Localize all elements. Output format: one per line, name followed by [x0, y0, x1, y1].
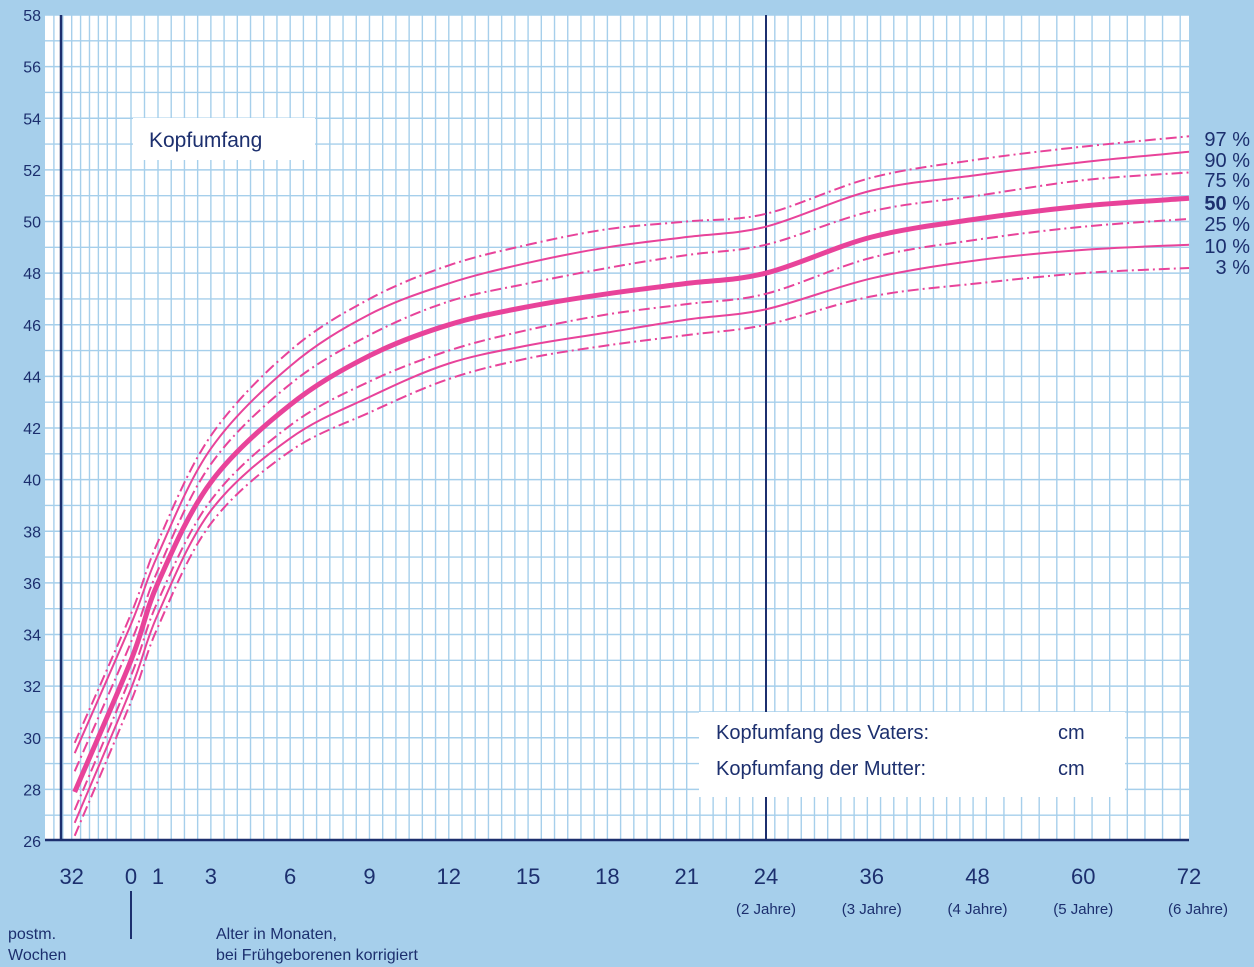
y-tick-label: 42 — [23, 421, 41, 438]
x-tick-label: 21 — [674, 864, 698, 889]
chart-title: Kopfumfang — [149, 129, 263, 152]
father-head-label: Kopfumfang des Vaters: — [716, 722, 930, 744]
y-tick-label: 44 — [23, 369, 41, 386]
axes — [45, 15, 1189, 842]
x-tick-label: 12 — [437, 864, 461, 889]
x-tick-label: 32 — [59, 864, 83, 889]
y-tick-label: 52 — [23, 163, 41, 180]
y-tick-label: 28 — [23, 782, 41, 799]
y-tick-label: 54 — [23, 111, 41, 128]
y-tick-label: 56 — [23, 60, 41, 77]
percentile-curve — [73, 267, 1190, 837]
percentile-label: 10 % — [1204, 236, 1250, 258]
percentile-label: 25 % — [1204, 214, 1250, 236]
y-tick-label: 46 — [23, 318, 41, 335]
y-tick-label: 36 — [23, 576, 41, 593]
y-tick-label: 48 — [23, 266, 41, 283]
x-tick-sublabel: (2 Jahre) — [736, 901, 796, 918]
x-tick-label: 60 — [1071, 864, 1095, 889]
percentile-label: 75 % — [1204, 170, 1250, 192]
mother-head-label: Kopfumfang der Mutter: — [716, 758, 927, 780]
percentile-label: 97 % — [1204, 129, 1250, 151]
x-tick-label: 24 — [754, 864, 778, 889]
x-tick-label: 3 — [205, 864, 217, 889]
percentile-label: 3 % — [1216, 257, 1251, 279]
percentile-curve — [73, 150, 1190, 754]
x-tick-label: 48 — [965, 864, 989, 889]
age-label-line2: bei Frühgeborenen korrigiert — [216, 947, 418, 964]
percentile-curves — [72, 135, 1190, 837]
y-tick-label: 50 — [23, 215, 41, 232]
x-tick-label: 72 — [1177, 864, 1201, 889]
age-label-line1: Alter in Monaten, — [216, 926, 337, 943]
x-tick-label: 0 — [125, 864, 137, 889]
parents-box — [699, 712, 1125, 797]
y-tick-label: 38 — [23, 524, 41, 541]
weeks-label-line2: Wochen — [8, 947, 67, 964]
y-tick-label: 34 — [23, 628, 41, 645]
y-tick-label: 40 — [23, 473, 41, 490]
x-tick-label: 1 — [152, 864, 164, 889]
x-tick-sublabel: (6 Jahre) — [1168, 901, 1228, 918]
x-tick-label: 6 — [284, 864, 296, 889]
y-tick-label: 26 — [23, 834, 41, 851]
x-tick-label: 18 — [595, 864, 619, 889]
x-tick-label: 9 — [363, 864, 375, 889]
y-tick-label: 32 — [23, 679, 41, 696]
father-head-unit: cm — [1058, 722, 1085, 744]
mother-head-unit: cm — [1058, 758, 1085, 780]
percentile-curve — [73, 135, 1190, 744]
y-tick-label: 30 — [23, 731, 41, 748]
x-tick-sublabel: (4 Jahre) — [947, 901, 1007, 918]
percentile-curve — [72, 195, 1190, 793]
percentile-label: 90 % — [1204, 150, 1250, 172]
x-tick-labels: 32 0 1 3 6 9 12 15 18 21 24 36 48 60 72(2 Jahre) (3 Jah… — [59, 864, 1228, 918]
y-tick-labels: 26 28 30 32 34 36 38 40 42 44 46 48 50 52 54 56 58 — [23, 8, 41, 851]
y-tick-label: 58 — [23, 8, 41, 25]
percentile-labels: 97 %90 %75 %50 %25 %10 %3 % — [1204, 129, 1250, 279]
x-tick-sublabel: (3 Jahre) — [842, 901, 902, 918]
x-tick-label: 15 — [516, 864, 540, 889]
percentile-curve — [73, 243, 1190, 824]
x-tick-sublabel: (5 Jahre) — [1053, 901, 1113, 918]
percentile-curve — [73, 217, 1190, 811]
x-tick-label: 36 — [860, 864, 884, 889]
percentile-label: 50 % — [1204, 193, 1250, 215]
title-box — [133, 118, 315, 160]
weeks-label-line1: postm. — [8, 926, 57, 943]
grid — [45, 14, 1189, 842]
